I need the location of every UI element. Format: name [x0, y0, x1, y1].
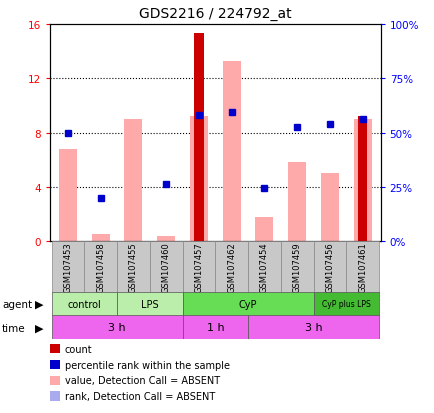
- FancyBboxPatch shape: [52, 242, 84, 293]
- Bar: [353, 120, 371, 242]
- Text: GSM107461: GSM107461: [357, 242, 366, 293]
- Bar: [59, 150, 77, 242]
- FancyBboxPatch shape: [117, 242, 150, 293]
- Bar: [255, 217, 273, 242]
- Bar: [320, 174, 338, 242]
- Bar: [287, 163, 306, 242]
- Text: ▶: ▶: [35, 299, 43, 309]
- FancyBboxPatch shape: [313, 292, 378, 316]
- Text: GSM107453: GSM107453: [63, 242, 72, 293]
- Bar: [190, 117, 207, 242]
- Text: GSM107458: GSM107458: [96, 242, 105, 293]
- FancyBboxPatch shape: [345, 242, 378, 293]
- Bar: [357, 117, 366, 242]
- FancyBboxPatch shape: [247, 316, 378, 339]
- FancyBboxPatch shape: [247, 242, 280, 293]
- Text: CyP plus LPS: CyP plus LPS: [321, 299, 370, 309]
- Text: ▶: ▶: [35, 323, 43, 333]
- Text: GSM107457: GSM107457: [194, 242, 203, 293]
- Text: percentile rank within the sample: percentile rank within the sample: [65, 360, 229, 370]
- Bar: [194, 34, 203, 242]
- Text: GSM107460: GSM107460: [161, 242, 170, 293]
- FancyBboxPatch shape: [52, 316, 182, 339]
- Text: agent: agent: [2, 299, 32, 309]
- Text: time: time: [2, 323, 26, 333]
- Text: 1 h: 1 h: [206, 323, 224, 332]
- FancyBboxPatch shape: [280, 242, 313, 293]
- FancyBboxPatch shape: [52, 292, 117, 316]
- FancyBboxPatch shape: [150, 242, 182, 293]
- Text: GSM107456: GSM107456: [325, 242, 334, 293]
- Bar: [222, 62, 240, 242]
- FancyBboxPatch shape: [182, 292, 313, 316]
- Bar: [157, 236, 175, 242]
- Text: LPS: LPS: [141, 299, 158, 309]
- Text: GSM107455: GSM107455: [129, 242, 138, 293]
- Text: rank, Detection Call = ABSENT: rank, Detection Call = ABSENT: [65, 391, 214, 401]
- Text: count: count: [65, 344, 92, 354]
- FancyBboxPatch shape: [182, 242, 215, 293]
- Bar: [92, 235, 109, 242]
- Text: 3 h: 3 h: [304, 323, 322, 332]
- Bar: [124, 120, 142, 242]
- Text: GSM107459: GSM107459: [292, 242, 301, 293]
- FancyBboxPatch shape: [182, 316, 247, 339]
- FancyBboxPatch shape: [84, 242, 117, 293]
- FancyBboxPatch shape: [313, 242, 345, 293]
- FancyBboxPatch shape: [117, 292, 182, 316]
- Title: GDS2216 / 224792_at: GDS2216 / 224792_at: [139, 7, 291, 21]
- Text: control: control: [67, 299, 101, 309]
- Text: value, Detection Call = ABSENT: value, Detection Call = ABSENT: [65, 375, 220, 385]
- Text: GSM107462: GSM107462: [227, 242, 236, 293]
- Text: CyP: CyP: [238, 299, 257, 309]
- FancyBboxPatch shape: [215, 242, 247, 293]
- Text: GSM107454: GSM107454: [260, 242, 268, 293]
- Text: 3 h: 3 h: [108, 323, 126, 332]
